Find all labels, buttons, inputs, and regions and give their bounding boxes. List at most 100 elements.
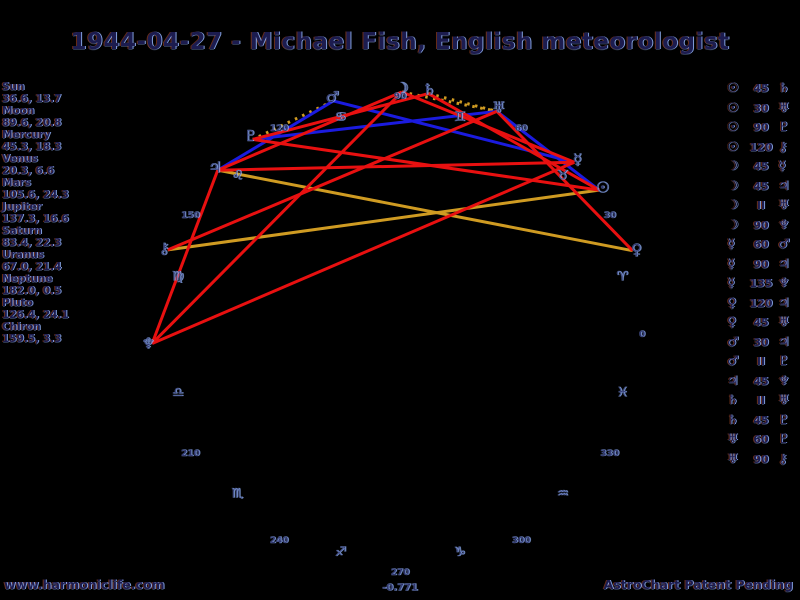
uranus-glyph-icon: ♅: [778, 393, 790, 409]
planet-name: Saturn: [2, 225, 42, 237]
zodiac-sign-aquarius-icon: ♒: [557, 487, 569, 502]
aspect-angle: 45: [753, 316, 769, 330]
aspect-angle: 60: [753, 238, 769, 252]
aspect-list-panel: ☉ 45 ♄ ☉ 30 ♅ ☉ 90 ♇ ☉ 120 ⚷ ☽ 45 ☿ ☽ 45 ♃ ☽ II ♅ ☽ 90 ♆ ☿ 60 ♂ ☿ 90…: [727, 79, 799, 469]
degree-label-60: 60: [515, 124, 528, 134]
pluto-glyph-icon: ♇: [778, 432, 790, 448]
degree-label-240: 240: [270, 536, 289, 546]
planet-neptune-icon: ♆: [141, 335, 154, 353]
sun-glyph-icon: ☉: [727, 81, 739, 97]
jupiter-glyph-icon: ♃: [778, 295, 790, 311]
aspect-line-moon-neptune: [151, 90, 403, 345]
degree-label-30: 30: [603, 211, 616, 221]
planet-coordinates: 105.6, 24.3: [2, 189, 69, 201]
planet-mercury-icon: ☿: [573, 150, 582, 168]
zodiac-sign-cancer-icon: ♋: [335, 110, 347, 125]
planet-sun-icon: ☉: [596, 179, 609, 197]
aspect-angle: 90: [753, 121, 769, 135]
uranus-glyph-icon: ♅: [778, 100, 790, 116]
footer-patent: AstroChart Patent Pending: [603, 577, 793, 592]
aspect-line-uranus-chiron: [167, 109, 498, 252]
mercury-glyph-icon: ☿: [778, 159, 786, 175]
aspect-angle: 45: [753, 374, 769, 388]
aspect-angle: II: [756, 394, 766, 408]
aspect-row: ☿ 135 ♆: [727, 274, 799, 294]
zodiac-sign-gemini-icon: ♊: [454, 110, 466, 125]
pluto-glyph-icon: ♇: [778, 120, 790, 136]
aspect-row: ☉ 45 ♄: [727, 79, 799, 99]
planet-chiron-icon: ⚷: [158, 239, 169, 257]
aspect-line-jupiter-neptune: [150, 169, 220, 345]
aspect-line-mars-pluto: [252, 99, 334, 141]
planet-moon-icon: ☽: [395, 79, 408, 97]
planet-pluto-icon: ♇: [244, 127, 257, 145]
degree-label-90: 90: [394, 92, 407, 102]
aspect-row: ☽ II ♅: [727, 196, 799, 216]
aspect-angle: 135: [749, 277, 773, 291]
aspect-row: ♃ 45 ♆: [727, 372, 799, 392]
planet-name: Jupiter: [2, 201, 42, 213]
pluto-glyph-icon: ♇: [778, 354, 790, 370]
uranus-glyph-icon: ♅: [778, 198, 790, 214]
footer-website: www.harmoniclife.com: [4, 577, 165, 592]
moon-glyph-icon: ☽: [727, 178, 739, 194]
planet-name: Moon: [2, 105, 35, 117]
zodiac-sign-taurus-icon: ♉: [557, 168, 569, 183]
planet-coordinates: 89.6, 20.8: [2, 117, 62, 129]
planet-name: Mercury: [2, 129, 51, 141]
saturn-glyph-icon: ♄: [727, 393, 739, 409]
planet-mars-icon: ♂: [326, 88, 339, 106]
saturn-glyph-icon: ♄: [778, 81, 790, 97]
planet-name: Uranus: [2, 249, 44, 261]
chiron-glyph-icon: ⚷: [778, 451, 788, 467]
aspect-row: ☽ 90 ♆: [727, 216, 799, 236]
aspect-line-uranus-pluto: [252, 109, 498, 141]
mars-glyph-icon: ♂: [727, 354, 739, 370]
zodiac-sign-sagittarius-icon: ♐: [335, 545, 347, 560]
aspect-row: ☽ 45 ☿: [727, 157, 799, 177]
aspect-line-venus-jupiter: [217, 168, 633, 253]
mercury-glyph-icon: ☿: [727, 276, 735, 292]
planet-coordinates: 45.3, 18.3: [2, 141, 62, 153]
degree-label-120: 120: [270, 124, 289, 134]
planet-name: Pluto: [2, 297, 34, 309]
jupiter-glyph-icon: ♃: [778, 256, 790, 272]
venus-glyph-icon: ♀: [727, 295, 737, 311]
zodiac-sign-scorpio-icon: ♏: [232, 487, 244, 502]
chiron-glyph-icon: ⚷: [778, 139, 788, 155]
aspect-line-sun-saturn: [427, 92, 600, 192]
sun-glyph-icon: ☉: [727, 139, 739, 155]
planet-venus-icon: ♀: [631, 240, 642, 258]
moon-glyph-icon: ☽: [727, 159, 739, 175]
aspect-row: ♂ 30 ♃: [727, 333, 799, 353]
aspect-line-mercury-jupiter: [217, 160, 575, 172]
neptune-glyph-icon: ♆: [778, 276, 790, 292]
planet-coordinates: 36.6, 13.7: [2, 93, 62, 105]
aspect-row: ☽ 45 ♃: [727, 177, 799, 197]
degree-label-210: 210: [181, 449, 200, 459]
degree-label-270: 270: [391, 568, 410, 578]
zodiac-sign-capricorn-icon: ♑: [454, 545, 466, 560]
uranus-glyph-icon: ♅: [727, 451, 739, 467]
degree-label-150: 150: [181, 211, 200, 221]
planet-coordinates: 182.0, 0.5: [2, 285, 62, 297]
degree-label-300: 300: [512, 536, 531, 546]
zodiac-sign-leo-icon: ♌: [232, 168, 244, 183]
sun-glyph-icon: ☉: [727, 120, 739, 136]
planet-coordinates: 159.5, 3.3: [2, 333, 62, 345]
planet-coordinates: 126.4, 24.1: [2, 309, 69, 321]
neptune-glyph-icon: ♆: [778, 373, 790, 389]
planet-name: Neptune: [2, 273, 53, 285]
aspect-row: ♀ 45 ♅: [727, 313, 799, 333]
aspect-line-sun-chiron: [167, 188, 600, 252]
phase-value: -0.771: [382, 583, 418, 594]
aspect-row: ☿ 90 ♃: [727, 255, 799, 275]
venus-glyph-icon: ♀: [727, 315, 737, 331]
chart-title: 1944-04-27 - Michael Fish, English meteo…: [70, 29, 730, 55]
planet-saturn-icon: ♄: [422, 81, 435, 99]
planet-uranus-icon: ♅: [492, 99, 505, 117]
aspect-angle: 45: [753, 82, 769, 96]
mercury-glyph-icon: ☿: [727, 256, 735, 272]
aspect-angle: 90: [753, 257, 769, 271]
aspect-row: ♄ 45 ♇: [727, 411, 799, 431]
